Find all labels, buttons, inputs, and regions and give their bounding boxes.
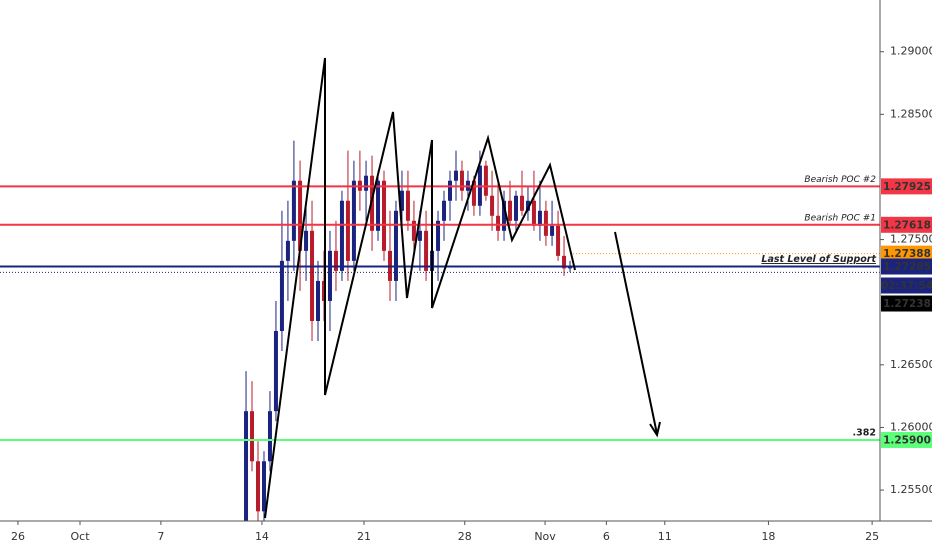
candle-body [543, 210, 548, 236]
y-tick-label: 1.27500 [890, 233, 932, 246]
level-name: Bearish POC #2 [804, 175, 876, 185]
candle-body [351, 180, 356, 261]
pattern-drawing [264, 57, 576, 519]
candle-body [339, 200, 344, 271]
candle-body [244, 411, 249, 522]
candle-body [525, 200, 530, 211]
candle-body [550, 225, 555, 236]
x-tick-label: 26 [11, 530, 25, 543]
candle-body [291, 180, 296, 241]
candle-body [442, 200, 447, 221]
level-price-text: 1.27285 [883, 261, 931, 273]
candle-body [345, 200, 350, 261]
candle-body [483, 165, 488, 196]
candle-body [424, 230, 429, 271]
candle-body [304, 230, 309, 251]
candle-body [508, 200, 513, 221]
candle-body [490, 195, 495, 216]
candle-body [436, 220, 441, 251]
x-tick-label: Oct [70, 530, 90, 543]
candle-body [250, 411, 255, 462]
plot-area: 26 Oct 7 14 21 28 Nov 6 11 18 25 1.29000 1.28500 1.27… [0, 45, 932, 543]
candle-body [496, 215, 501, 231]
last-price-text: 1.27238 [883, 298, 931, 310]
x-tick-label: 28 [458, 530, 472, 543]
candle-body [285, 240, 290, 261]
y-tick-label: 1.29000 [890, 45, 932, 58]
level-price-box [881, 216, 932, 233]
candle-body [411, 220, 416, 241]
candle-body [405, 190, 410, 221]
candle-body [399, 190, 404, 211]
candle-body [382, 180, 387, 251]
y-tick-label: 1.25500 [890, 483, 932, 496]
y-tick-label: 1.28500 [890, 107, 932, 120]
x-tick-label: 18 [761, 530, 775, 543]
candle-body [459, 170, 464, 191]
candle-body [453, 170, 458, 181]
candle-body [321, 280, 326, 301]
y-tick-label: 1.26000 [890, 420, 932, 433]
candle-body [316, 280, 321, 321]
x-tick-label: 6 [603, 530, 610, 543]
x-tick-label: 11 [658, 530, 672, 543]
level-price-box [881, 178, 932, 195]
candle-body [562, 255, 567, 269]
candle-body [333, 250, 338, 271]
overlay: Bearish POC #2 1.27925 Bearish POC #1 1.276… [761, 175, 932, 448]
arrow-shaft [614, 231, 658, 435]
candle-body [273, 331, 278, 412]
x-tick-label: 25 [865, 530, 879, 543]
level-name: .382 [853, 427, 876, 438]
countdown-box [881, 277, 932, 294]
candle-body [513, 195, 518, 221]
level-price-text: 1.27388 [883, 248, 931, 260]
candle-body [327, 250, 332, 301]
candle-body [502, 200, 507, 231]
x-tick-label: 14 [255, 530, 269, 543]
candle-body [364, 175, 369, 191]
level-price-box [881, 258, 932, 275]
candle-body [267, 411, 272, 462]
countdown-text: 02:37:54 [881, 280, 932, 292]
candle-body [519, 195, 524, 211]
candle-body [376, 180, 381, 231]
x-tick-label: Nov [534, 530, 556, 543]
level-price-text: 1.27925 [883, 181, 931, 193]
level-price-text: 1.25900 [883, 434, 931, 446]
candle-body [393, 210, 398, 281]
candle-body [448, 180, 453, 201]
arrow-head [649, 421, 661, 438]
level-price-box [881, 245, 932, 262]
x-tick-label: 7 [157, 530, 164, 543]
candle-body [417, 230, 422, 241]
candle-body [556, 225, 561, 256]
candle-body [310, 230, 315, 321]
level-name: Last Level of Support [761, 254, 876, 265]
candle-body [261, 461, 266, 512]
candle-body [298, 180, 303, 251]
level-price-box [881, 431, 932, 448]
last-price-box [881, 295, 932, 312]
candle-body [531, 200, 536, 226]
x-tick-label: 21 [357, 530, 371, 543]
level-name: Bearish POC #1 [804, 213, 876, 223]
y-tick-label: 1.26500 [890, 358, 932, 371]
level-price-text: 1.27618 [883, 219, 931, 231]
candle-body [471, 180, 476, 206]
candle-body [255, 461, 260, 512]
candle-body [279, 260, 284, 332]
candle-body [537, 210, 542, 226]
